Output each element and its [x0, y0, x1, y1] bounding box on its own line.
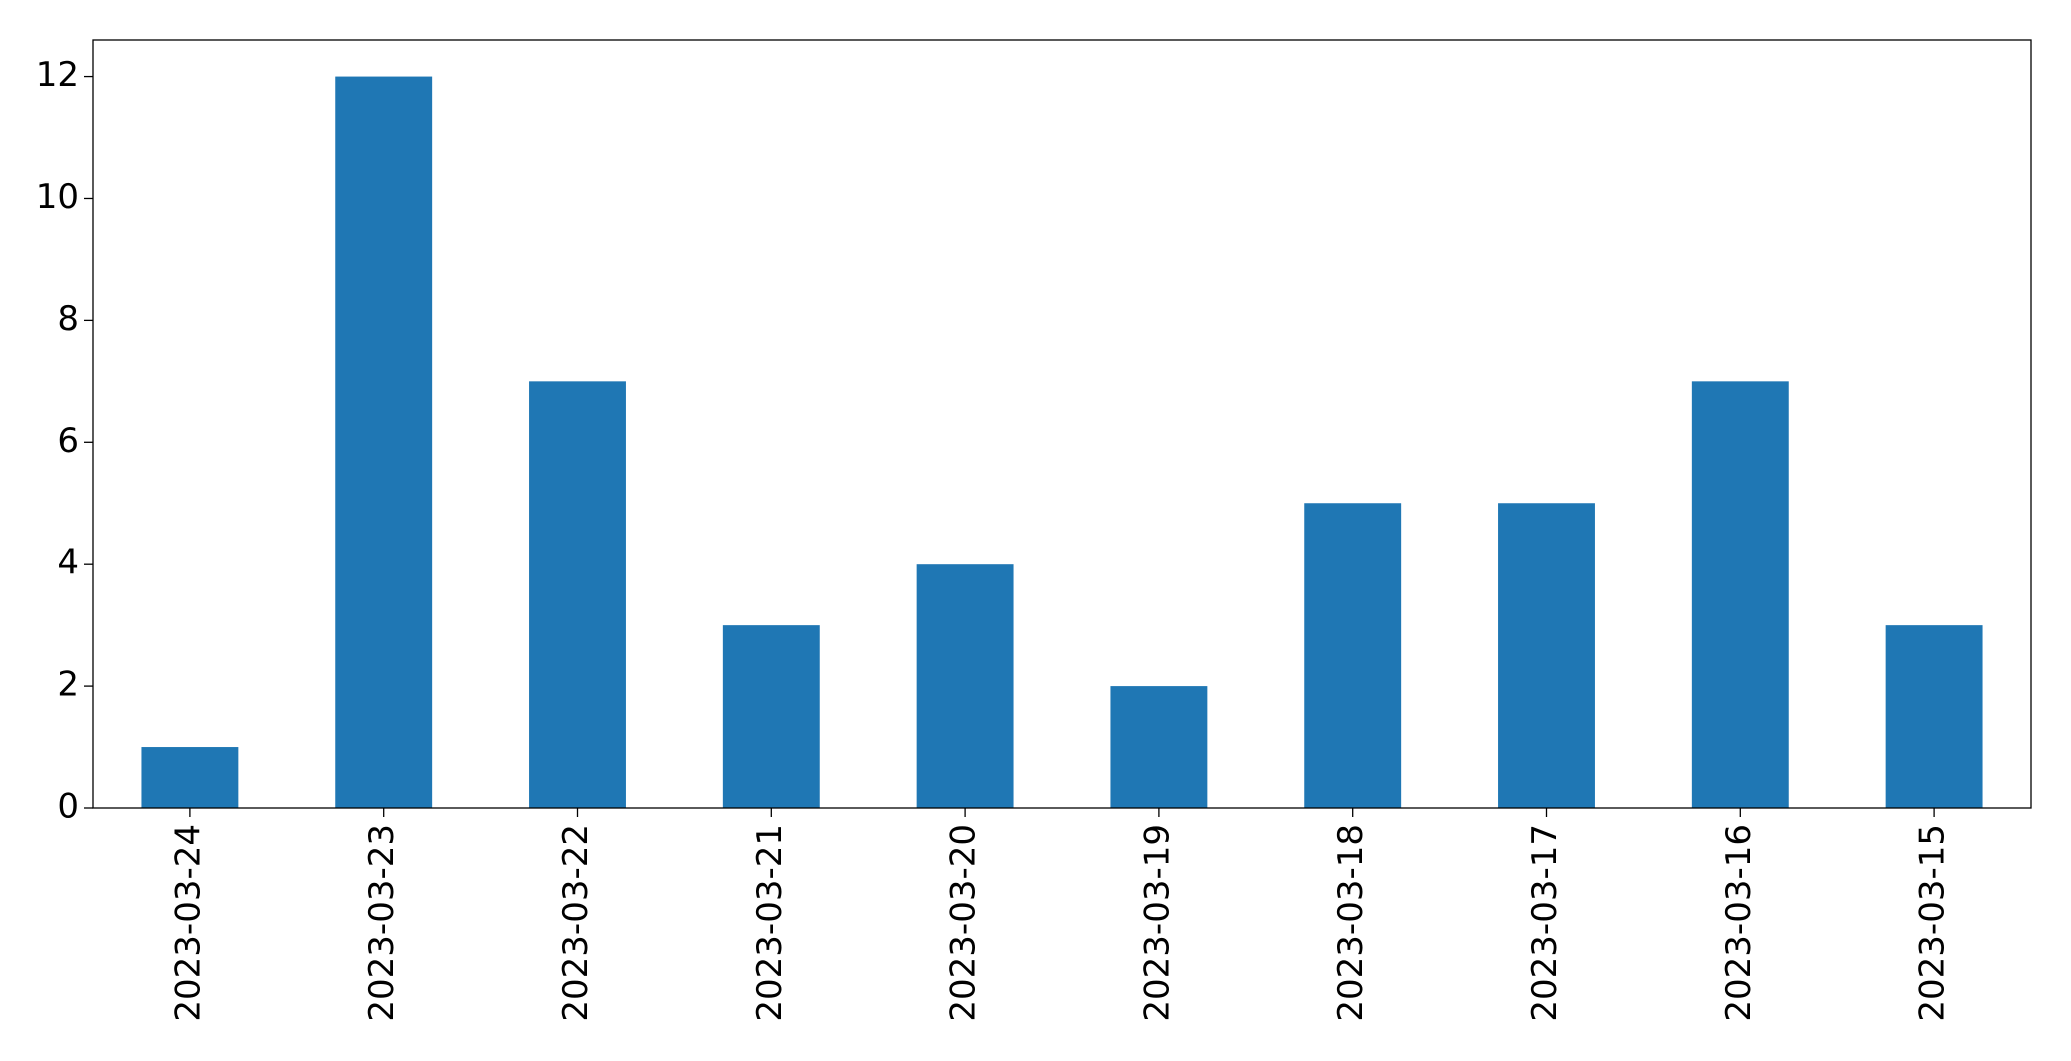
x-tick-label: 2023-03-24	[168, 824, 208, 1022]
y-tick-label: 6	[57, 421, 79, 461]
x-tick-label: 2023-03-22	[556, 824, 596, 1022]
bar	[529, 381, 626, 808]
y-tick-label: 12	[36, 55, 79, 95]
y-tick-label: 2	[57, 665, 79, 705]
bar	[141, 747, 239, 808]
bar	[1691, 381, 1789, 808]
y-tick-label: 10	[36, 177, 79, 217]
bar	[1304, 503, 1402, 808]
bar	[335, 76, 433, 809]
bar	[1498, 503, 1595, 808]
plot-frame	[92, 39, 2032, 809]
x-tick-label: 2023-03-23	[362, 824, 402, 1022]
x-tick-label: 2023-03-20	[944, 824, 984, 1022]
x-tick-label: 2023-03-21	[750, 824, 790, 1022]
y-tick-label: 4	[57, 543, 79, 583]
y-tick-label: 8	[57, 299, 79, 339]
x-tick-label: 2023-03-15	[1913, 824, 1953, 1022]
bar	[1885, 625, 1983, 808]
bar	[722, 625, 820, 808]
x-tick-label: 2023-03-18	[1331, 824, 1371, 1022]
x-tick-label: 2023-03-17	[1525, 824, 1565, 1022]
bar	[916, 564, 1014, 808]
bar	[1110, 686, 1208, 808]
y-tick-label: 0	[57, 787, 79, 827]
x-tick-label: 2023-03-19	[1137, 824, 1177, 1022]
x-tick-label: 2023-03-16	[1719, 824, 1759, 1022]
